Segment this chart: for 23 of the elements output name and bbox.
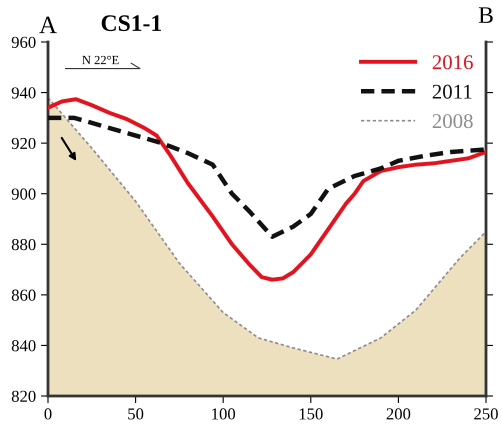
line-series bbox=[48, 97, 486, 282]
y-tick-label: 960 bbox=[12, 36, 36, 48]
annotation: N 22°E bbox=[82, 56, 119, 64]
text: A bbox=[39, 16, 57, 34]
text: B bbox=[478, 7, 493, 23]
y-tick-label: 820 bbox=[12, 390, 36, 402]
x-tick-label: 150 bbox=[300, 408, 323, 420]
x-tick-label: 0 bbox=[44, 408, 52, 420]
x-tick-label: 50 bbox=[128, 408, 144, 420]
y-tick-label: 860 bbox=[12, 290, 36, 301]
line-series bbox=[48, 116, 486, 239]
x-tick-label: 200 bbox=[386, 408, 410, 420]
legend-label: 2016 bbox=[432, 55, 473, 70]
y-tick-label: 840 bbox=[12, 340, 36, 352]
x-tick-label: 100 bbox=[212, 408, 236, 420]
y-tick-label: 880 bbox=[12, 238, 36, 250]
y-tick-label: 920 bbox=[12, 138, 36, 150]
legend-label: 2008 bbox=[432, 114, 473, 128]
legend-label: 2011 bbox=[432, 84, 472, 99]
x-tick-label: 250 bbox=[474, 408, 498, 420]
y-tick-label: 940 bbox=[12, 87, 36, 99]
y-tick-label: 900 bbox=[12, 188, 36, 200]
chart-title: CS1-1 bbox=[102, 15, 161, 32]
